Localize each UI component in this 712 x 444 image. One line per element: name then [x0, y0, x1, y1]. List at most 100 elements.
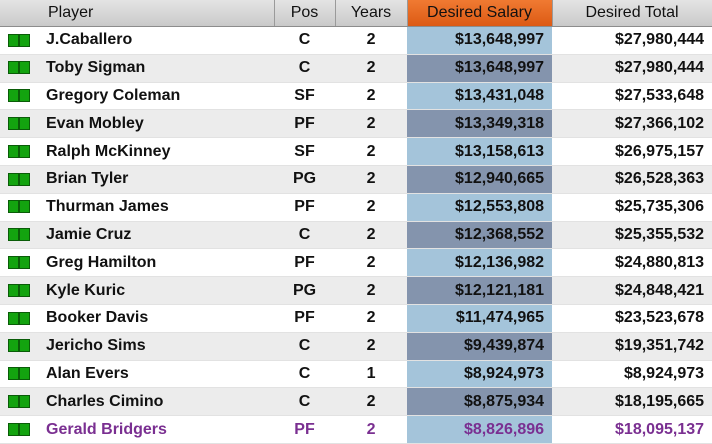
row-icon-cell — [0, 276, 40, 305]
desired-salary: $12,136,982 — [407, 248, 553, 278]
table-row[interactable]: Gregory Coleman SF 2 $13,431,048 $27,533,648 — [0, 82, 712, 111]
table-row[interactable]: Alan Evers C 1 $8,924,973 $8,924,973 — [0, 360, 712, 389]
player-position: PF — [274, 248, 336, 278]
contract-years: 2 — [335, 82, 408, 111]
player-position: PF — [274, 304, 336, 333]
player-name: Greg Hamilton — [40, 248, 275, 278]
contract-years: 2 — [335, 137, 408, 166]
row-icon-cell — [0, 137, 40, 166]
desired-salary: $9,439,874 — [407, 332, 553, 361]
table-row[interactable]: Ralph McKinney SF 2 $13,158,613 $26,975,157 — [0, 137, 712, 166]
column-header-pos[interactable]: Pos — [274, 0, 336, 27]
desired-total: $23,523,678 — [552, 304, 712, 333]
column-header-desired-salary[interactable]: Desired Salary — [407, 0, 553, 27]
player-position: SF — [274, 82, 336, 111]
table-row[interactable]: Toby Sigman C 2 $13,648,997 $27,980,444 — [0, 54, 712, 83]
contract-years: 2 — [335, 387, 408, 417]
desired-total: $18,095,137 — [552, 415, 712, 444]
row-icon-cell — [0, 193, 40, 222]
desired-salary: $8,924,973 — [407, 360, 553, 389]
table-row[interactable]: Charles Cimino C 2 $8,875,934 $18,195,665 — [0, 387, 712, 417]
contract-years: 2 — [335, 415, 408, 444]
desired-total: $27,533,648 — [552, 82, 712, 111]
contract-years: 2 — [335, 332, 408, 361]
desired-salary: $11,474,965 — [407, 304, 553, 333]
desired-total: $27,366,102 — [552, 109, 712, 139]
table-row[interactable]: Evan Mobley PF 2 $13,349,318 $27,366,102 — [0, 109, 712, 139]
desired-salary: $13,158,613 — [407, 137, 553, 166]
table-row[interactable]: Jericho Sims C 2 $9,439,874 $19,351,742 — [0, 332, 712, 361]
contract-years: 2 — [335, 276, 408, 305]
green-box-icon — [8, 283, 30, 297]
player-position: C — [274, 360, 336, 389]
table-row[interactable]: Thurman James PF 2 $12,553,808 $25,735,306 — [0, 193, 712, 222]
player-name: Gregory Coleman — [40, 82, 275, 111]
desired-total: $27,980,444 — [552, 54, 712, 83]
row-icon-cell — [0, 26, 40, 55]
contract-years: 2 — [335, 221, 408, 250]
row-icon-cell — [0, 165, 40, 194]
desired-salary: $12,940,665 — [407, 165, 553, 194]
table-row[interactable]: Kyle Kuric PG 2 $12,121,181 $24,848,421 — [0, 276, 712, 305]
player-name: Jamie Cruz — [40, 221, 275, 250]
player-position: PF — [274, 193, 336, 222]
table-row[interactable]: Jamie Cruz C 2 $12,368,552 $25,355,532 — [0, 221, 712, 250]
green-box-icon — [8, 311, 30, 325]
green-box-icon — [8, 422, 30, 436]
player-position: PG — [274, 276, 336, 305]
player-position: SF — [274, 137, 336, 166]
column-header-years[interactable]: Years — [335, 0, 408, 27]
row-icon-cell — [0, 415, 40, 444]
player-position: PG — [274, 165, 336, 194]
desired-total: $27,980,444 — [552, 26, 712, 55]
contract-years: 1 — [335, 360, 408, 389]
player-name: Toby Sigman — [40, 54, 275, 83]
table-row[interactable]: J.Caballero C 2 $13,648,997 $27,980,444 — [0, 26, 712, 55]
contract-years: 2 — [335, 54, 408, 83]
contract-years: 2 — [335, 165, 408, 194]
player-name: Booker Davis — [40, 304, 275, 333]
desired-total: $8,924,973 — [552, 360, 712, 389]
row-icon-cell — [0, 82, 40, 111]
column-header-desired-total[interactable]: Desired Total — [552, 0, 712, 27]
column-header-player[interactable]: Player — [0, 0, 275, 27]
green-box-icon — [8, 339, 30, 353]
green-box-icon — [8, 367, 30, 381]
player-position: PF — [274, 109, 336, 139]
player-position: C — [274, 332, 336, 361]
row-icon-cell — [0, 304, 40, 333]
table-row[interactable]: Brian Tyler PG 2 $12,940,665 $26,528,363 — [0, 165, 712, 194]
table-row[interactable]: Booker Davis PF 2 $11,474,965 $23,523,678 — [0, 304, 712, 333]
desired-total: $24,848,421 — [552, 276, 712, 305]
green-box-icon — [8, 33, 30, 47]
desired-total: $26,528,363 — [552, 165, 712, 194]
contract-years: 2 — [335, 248, 408, 278]
row-icon-cell — [0, 248, 40, 278]
desired-total: $26,975,157 — [552, 137, 712, 166]
desired-salary: $12,121,181 — [407, 276, 553, 305]
row-icon-cell — [0, 360, 40, 389]
row-icon-cell — [0, 221, 40, 250]
player-name: Charles Cimino — [40, 387, 275, 417]
contract-years: 2 — [335, 193, 408, 222]
desired-total: $19,351,742 — [552, 332, 712, 361]
player-position: C — [274, 26, 336, 55]
desired-salary: $13,648,997 — [407, 26, 553, 55]
table-row[interactable]: Gerald Bridgers PF 2 $8,826,896 $18,095,137 — [0, 415, 712, 444]
player-position: C — [274, 387, 336, 417]
player-name: Jericho Sims — [40, 332, 275, 361]
desired-salary: $13,349,318 — [407, 109, 553, 139]
player-name: J.Caballero — [40, 26, 275, 55]
table-row[interactable]: Greg Hamilton PF 2 $12,136,982 $24,880,813 — [0, 248, 712, 278]
desired-salary: $13,648,997 — [407, 54, 553, 83]
desired-total: $18,195,665 — [552, 387, 712, 417]
player-name: Evan Mobley — [40, 109, 275, 139]
green-box-icon — [8, 200, 30, 214]
desired-salary: $12,553,808 — [407, 193, 553, 222]
desired-total: $25,355,532 — [552, 221, 712, 250]
player-name: Gerald Bridgers — [40, 415, 275, 444]
desired-total: $25,735,306 — [552, 193, 712, 222]
player-name: Brian Tyler — [40, 165, 275, 194]
green-box-icon — [8, 228, 30, 242]
